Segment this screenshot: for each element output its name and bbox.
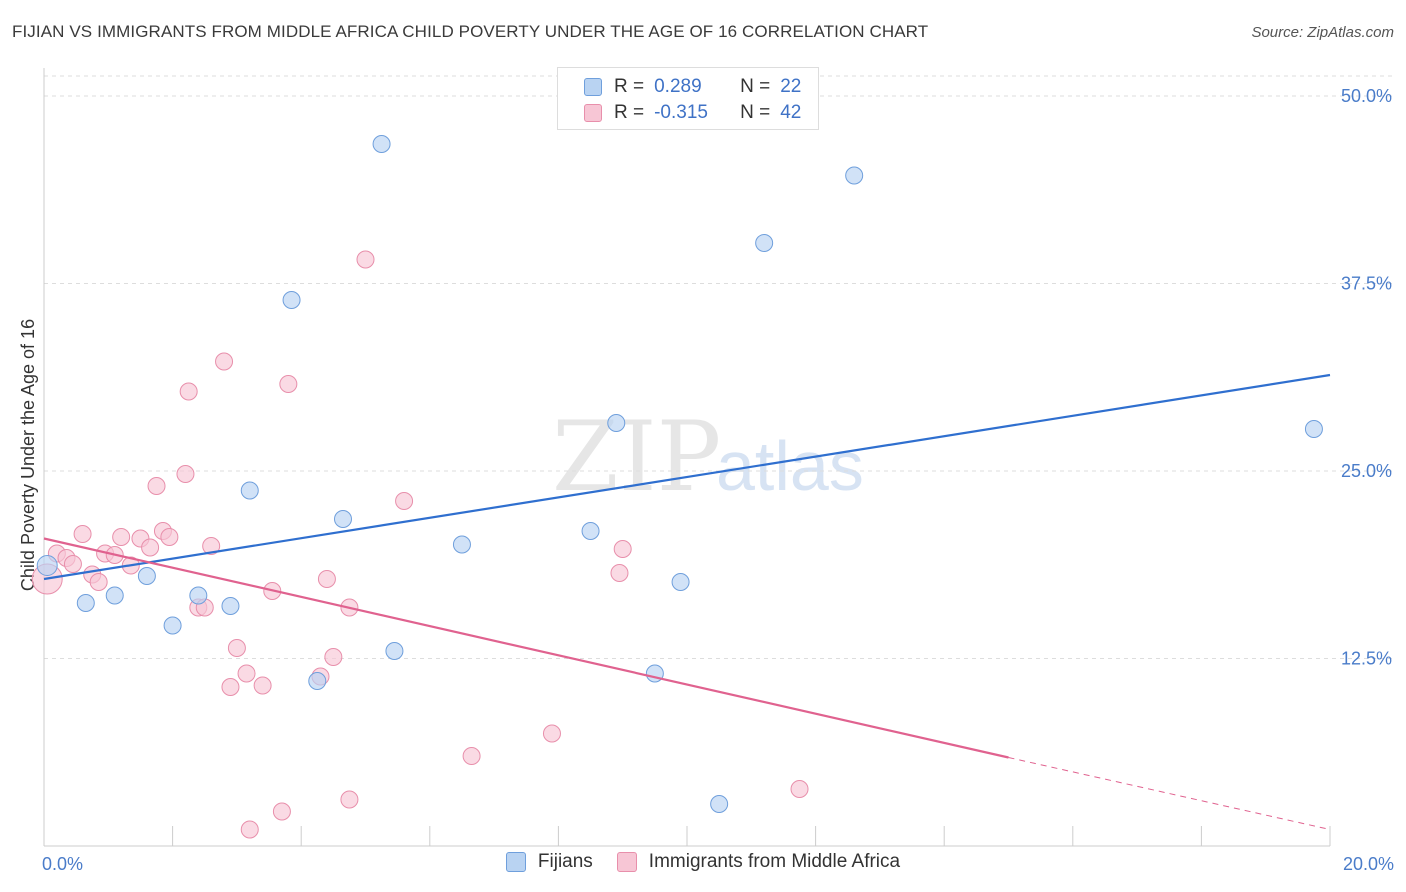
legend-n-label: N = <box>740 76 771 97</box>
fijians-point <box>671 573 690 591</box>
fijians-point <box>163 616 182 635</box>
immigrants-points <box>31 250 809 839</box>
fijians-point <box>372 135 391 153</box>
fijians-point <box>333 510 352 528</box>
y-tick-label: 25.0% <box>1341 461 1392 481</box>
trend-lines <box>43 373 1331 830</box>
legend-r-label: R = <box>614 76 645 97</box>
immigrants-point <box>610 564 629 582</box>
fijians-point <box>385 642 404 660</box>
immigrants-point <box>317 570 336 588</box>
immigrants-point <box>73 525 92 543</box>
fijians-points <box>36 135 1323 813</box>
watermark-zip: ZIP <box>552 401 721 513</box>
immigrants-trend-line <box>43 537 1009 759</box>
fijians-point <box>581 522 600 540</box>
chart-title: FIJIAN VS IMMIGRANTS FROM MIDDLE AFRICA … <box>12 22 929 41</box>
fijians-point <box>221 597 240 615</box>
correlation-legend: R = 0.289 N = 22 R = -0.315 N = 42 <box>557 67 819 130</box>
immigrants-point <box>221 678 240 696</box>
axes <box>43 68 1331 847</box>
x-tick-labels: 0.0% 20.0% <box>42 854 1394 874</box>
immigrants-point <box>227 639 246 657</box>
legend-r-value: -0.315 <box>654 102 708 123</box>
fijians-point <box>710 795 729 813</box>
immigrants-point <box>112 528 131 546</box>
fijians-point <box>76 594 95 612</box>
fijians-legend-swatch <box>505 852 526 872</box>
immigrants-point <box>215 352 234 371</box>
immigrants-point <box>272 802 291 821</box>
legend-row-fijians: R = 0.289 N = 22 <box>584 75 801 99</box>
y-tick-label: 50.0% <box>1341 86 1392 106</box>
immigrants-trend-extension <box>1008 757 1331 830</box>
y-tick-labels: 12.5% 25.0% 37.5% 50.0% <box>1341 86 1392 669</box>
immigrants-point <box>160 528 179 546</box>
immigrants-point <box>542 724 561 743</box>
immigrants-point <box>240 820 259 839</box>
immigrants-point <box>324 648 343 666</box>
x-tick-label: 0.0% <box>42 854 83 874</box>
immigrants-point <box>63 555 82 573</box>
immigrants-point <box>279 375 298 393</box>
gridlines <box>44 75 1392 659</box>
immigrants-point <box>147 477 166 495</box>
fijians-point <box>755 234 774 252</box>
immigrants-swatch <box>584 104 602 122</box>
fijians-trend-line <box>43 373 1331 581</box>
legend-n-label: N = <box>740 102 771 123</box>
immigrants-point <box>176 465 195 483</box>
immigrants-point <box>237 664 256 683</box>
y-tick-label: 37.5% <box>1341 274 1392 294</box>
x-tick-label: 20.0% <box>1343 854 1394 874</box>
fijians-swatch <box>584 78 602 96</box>
immigrants-point <box>462 747 481 765</box>
immigrants-point <box>340 790 359 809</box>
series-legend: Fijians Immigrants from Middle Africa <box>0 851 1406 873</box>
watermark-atlas: atlas <box>716 427 864 505</box>
chart-source: Source: ZipAtlas.com <box>1251 24 1394 41</box>
y-tick-label: 12.5% <box>1341 649 1392 669</box>
immigrants-legend-label: Immigrants from Middle Africa <box>648 851 901 872</box>
legend-r-value: 0.289 <box>654 76 702 97</box>
fijians-point <box>607 414 626 432</box>
legend-item-immigrants[interactable]: Immigrants from Middle Africa <box>616 851 901 873</box>
fijians-legend-label: Fijians <box>537 851 593 872</box>
fijians-point <box>137 567 156 585</box>
immigrants-point <box>202 537 221 555</box>
fijians-point <box>240 481 259 500</box>
fijians-point <box>308 672 327 690</box>
y-axis-label: Child Poverty Under the Age of 16 <box>18 319 38 591</box>
fijians-point <box>845 166 864 185</box>
legend-item-fijians[interactable]: Fijians <box>505 851 593 873</box>
legend-n-value: 22 <box>780 76 802 97</box>
fijians-point <box>189 586 208 605</box>
fijians-point <box>105 586 124 605</box>
fijians-point <box>36 555 58 576</box>
immigrants-point <box>253 676 272 695</box>
immigrants-point <box>613 540 632 558</box>
legend-r-label: R = <box>614 102 645 123</box>
immigrants-point <box>141 538 160 557</box>
immigrants-point <box>790 780 809 798</box>
fijians-point <box>282 291 301 309</box>
legend-n-value: 42 <box>780 102 802 123</box>
fijians-point <box>1304 420 1323 438</box>
legend-row-immigrants: R = -0.315 N = 42 <box>584 101 801 125</box>
immigrants-point <box>89 573 108 591</box>
fijians-point <box>452 535 471 554</box>
immigrants-point <box>179 382 198 401</box>
immigrants-point <box>356 250 375 269</box>
immigrants-legend-swatch <box>616 852 637 872</box>
immigrants-point <box>395 492 414 510</box>
